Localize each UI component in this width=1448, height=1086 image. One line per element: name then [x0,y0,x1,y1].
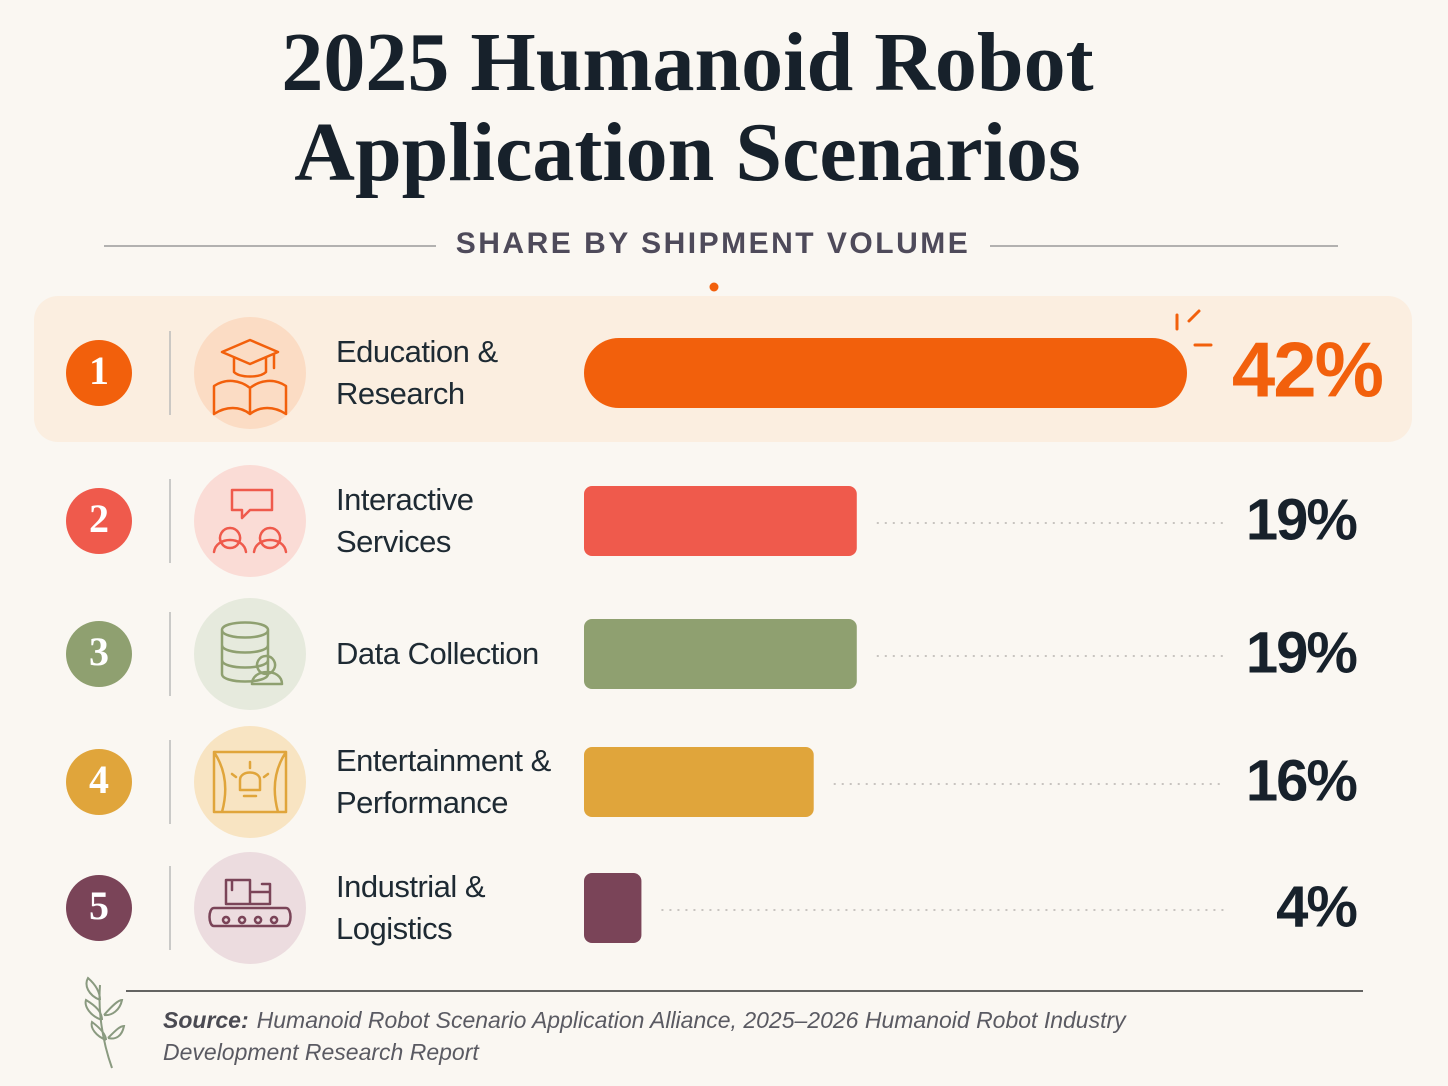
rank: 5 [89,883,109,928]
rank-badge [66,875,132,941]
icon-bg [194,598,306,710]
bar [584,873,642,943]
rank: 1 [89,348,109,393]
rank-badge [66,488,132,554]
leaf-icon [84,976,126,1069]
value-label: 19% [1246,487,1358,552]
icon [208,878,292,928]
icon-bg [194,726,306,838]
bar [584,486,857,556]
dot [709,282,719,292]
value-label: 16% [1246,748,1358,813]
source: Source: Humanoid Robot Scenario Applicati… [163,1004,1243,1068]
rank: 4 [89,757,109,802]
icon [212,750,288,814]
value-label: 19% [1246,620,1358,685]
rank-badge [66,749,132,815]
subtitle: SHARE BY SHIPMENT VOLUME [456,227,971,260]
chart-title: 2025 Humanoid Robot Application Scenario… [281,16,1094,199]
icon-bg [194,465,306,577]
rank-badge [66,621,132,687]
category-label: Entertainment & Performance [336,743,551,820]
bar [584,747,814,817]
category-label: Education & Research [336,334,498,411]
icon [212,338,288,416]
category-label: Interactive Services [336,482,474,559]
value-label: 4% [1276,874,1357,939]
value-label-highlight: 42% [1232,326,1383,414]
source-label: Source: [163,1007,249,1033]
source-text: Humanoid Robot Scenario Application Alli… [163,1007,1126,1065]
rank-badge [66,340,132,406]
icon [212,488,288,554]
category-label: Data Collection [336,636,539,671]
rank: 2 [89,496,109,541]
rank: 3 [89,629,109,674]
burst [1175,309,1213,347]
icon [220,621,284,686]
bar [584,619,857,689]
icon-bg [194,317,306,429]
category-label: Industrial & Logistics [336,869,486,946]
bar [584,338,1187,408]
